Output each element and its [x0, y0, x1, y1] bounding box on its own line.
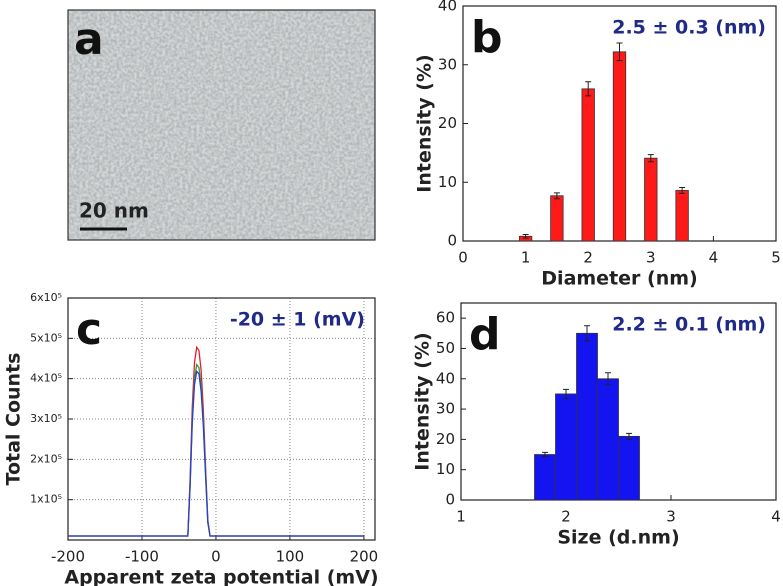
bar — [581, 88, 595, 242]
y-tick-label: 30 — [436, 400, 455, 418]
panel-label: c — [76, 304, 102, 355]
bar — [576, 332, 598, 501]
error-bar — [563, 388, 569, 399]
x-tick-label: 4 — [709, 249, 719, 267]
x-tick-label: 200 — [350, 548, 379, 566]
panel-label: a — [74, 14, 104, 65]
line-series — [68, 362, 364, 537]
x-tick-label: 3 — [666, 508, 676, 526]
y-tick-label: 4x10⁵ — [30, 372, 62, 385]
y-tick-label: 50 — [436, 339, 455, 357]
x-tick-label: 5 — [771, 249, 781, 267]
error-bar — [626, 432, 632, 440]
error-bar — [522, 234, 529, 239]
y-tick-label: 1x10⁵ — [30, 493, 62, 506]
plot-frame — [67, 297, 376, 541]
y-axis-label: Intensity (%) — [414, 54, 436, 192]
error-bar — [585, 81, 592, 97]
y-tick-label: 0 — [445, 491, 455, 509]
x-tick-label: 3 — [646, 249, 656, 267]
bar — [644, 157, 658, 242]
x-tick-label: -100 — [125, 548, 159, 566]
y-tick-label: 10 — [438, 173, 457, 191]
x-tick-label: 0 — [211, 548, 221, 566]
y-tick-label: 0 — [447, 232, 457, 250]
y-tick-label: 6x10⁵ — [30, 291, 62, 304]
error-bar — [584, 325, 590, 342]
error-bar — [616, 42, 623, 62]
x-tick-label: 2 — [561, 508, 571, 526]
error-bar — [553, 192, 560, 200]
y-tick-label: 40 — [436, 369, 455, 387]
x-tick-label: 2 — [583, 249, 593, 267]
x-tick-label: 100 — [276, 548, 305, 566]
x-axis-label: Apparent zeta potential (mV) — [64, 567, 378, 586]
bar — [612, 51, 627, 242]
error-bar — [542, 451, 548, 458]
image-border — [67, 9, 376, 241]
error-bar — [605, 372, 611, 386]
tem-image-panel: a 20 nm — [67, 9, 376, 241]
x-tick-label: 1 — [521, 249, 531, 267]
y-tick-label: 3x10⁵ — [30, 412, 62, 425]
x-tick-label: 1 — [456, 508, 466, 526]
x-tick-label: 0 — [458, 249, 468, 267]
y-tick-label: 2x10⁵ — [30, 452, 62, 465]
annotation: 2.5 ± 0.3 (nm) — [612, 17, 766, 39]
bar — [597, 378, 619, 501]
panel-label: b — [471, 12, 503, 63]
line-series — [68, 345, 364, 537]
bar — [534, 454, 556, 501]
y-tick-label: 10 — [436, 460, 455, 478]
x-tick-label: 4 — [771, 508, 781, 526]
bar — [618, 435, 640, 501]
annotation: -20 ± 1 (mV) — [230, 309, 365, 331]
annotation: 2.2 ± 0.1 (nm) — [612, 314, 766, 336]
scale-bar-label: 20 nm — [79, 199, 149, 223]
x-axis-label: Size (d.nm) — [557, 527, 679, 549]
line-series — [68, 369, 364, 537]
x-axis-label: Diameter (nm) — [541, 268, 697, 290]
error-bar — [647, 154, 654, 163]
x-tick-label: -200 — [51, 548, 85, 566]
y-tick-label: 20 — [438, 114, 457, 132]
y-axis-label: Intensity (%) — [412, 332, 434, 470]
y-axis-label: Total Counts — [3, 353, 25, 486]
panel-label: d — [469, 309, 501, 360]
y-tick-label: 5x10⁵ — [30, 331, 62, 344]
bar — [675, 190, 689, 242]
y-tick-label: 60 — [436, 309, 455, 327]
y-tick-label: 30 — [438, 55, 457, 73]
tem-texture — [68, 10, 375, 240]
bar — [550, 195, 564, 242]
y-tick-label: 40 — [438, 0, 457, 15]
bar — [555, 393, 577, 501]
y-tick-label: 20 — [436, 430, 455, 448]
error-bar — [679, 187, 686, 194]
